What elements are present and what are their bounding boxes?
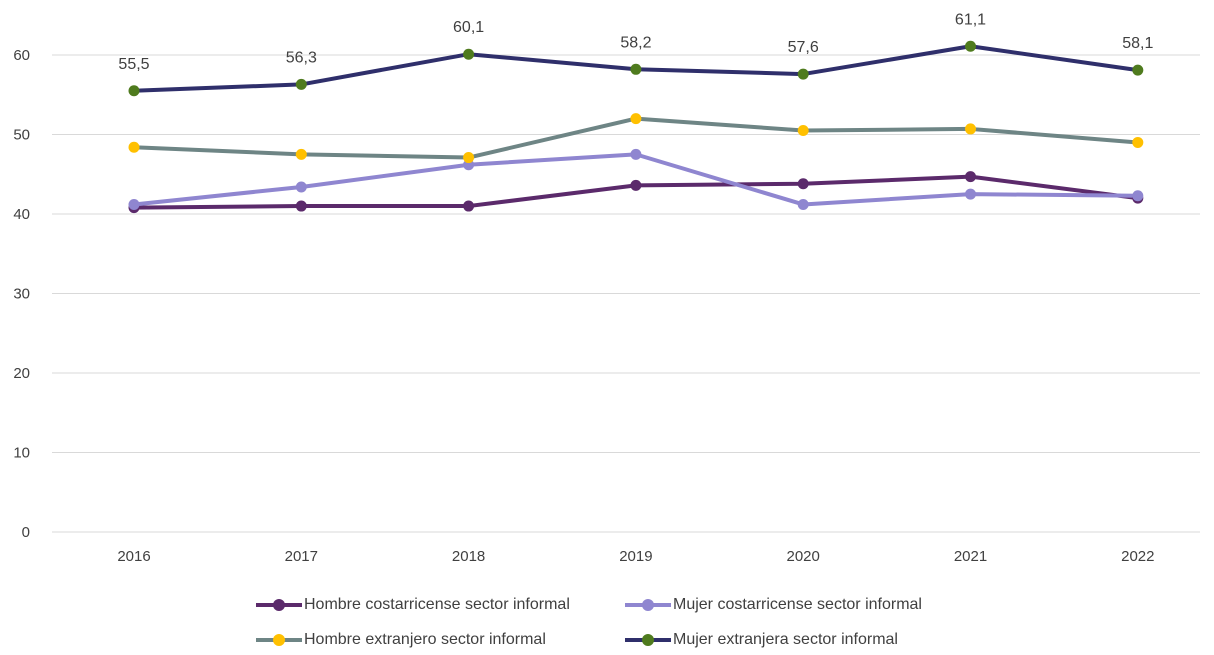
y-tick-label: 10 bbox=[13, 445, 30, 462]
data-point bbox=[630, 148, 642, 160]
y-axis-ticks: 0 10 20 30 40 50 60 bbox=[13, 47, 30, 541]
data-label: 55,5 bbox=[118, 56, 149, 73]
y-tick-label: 50 bbox=[13, 127, 30, 144]
data-point bbox=[463, 48, 475, 60]
data-label: 61,1 bbox=[955, 11, 986, 28]
y-tick-label: 30 bbox=[13, 286, 30, 303]
data-label: 60,1 bbox=[453, 19, 484, 36]
legend-label: Mujer costarricense sector informal bbox=[673, 596, 922, 613]
y-tick-label: 40 bbox=[13, 206, 30, 223]
data-point bbox=[965, 188, 976, 200]
data-point bbox=[630, 113, 642, 125]
data-point bbox=[295, 78, 307, 90]
gridlines bbox=[52, 54, 1200, 533]
x-tick-label: 2019 bbox=[619, 548, 652, 565]
series-markers bbox=[128, 40, 1144, 214]
x-tick-label: 2022 bbox=[1121, 548, 1154, 565]
data-point bbox=[797, 68, 809, 80]
x-tick-label: 2021 bbox=[954, 548, 987, 565]
data-point bbox=[295, 200, 307, 212]
data-label: 58,1 bbox=[1122, 35, 1153, 52]
y-tick-label: 20 bbox=[13, 365, 30, 382]
data-label: 56,3 bbox=[286, 49, 317, 66]
data-point bbox=[965, 123, 976, 135]
legend-label: Hombre extranjero sector informal bbox=[304, 631, 546, 648]
y-tick-label: 60 bbox=[13, 47, 30, 64]
legend-item-hombre-extranjero[interactable]: Hombre extranjero sector informal bbox=[256, 625, 546, 655]
legend-swatch bbox=[256, 599, 302, 611]
legend-item-hombre-costarricense[interactable]: Hombre costarricense sector informal bbox=[256, 590, 570, 620]
x-tick-label: 2016 bbox=[117, 548, 150, 565]
x-tick-label: 2018 bbox=[452, 548, 485, 565]
data-point bbox=[797, 178, 809, 190]
legend-item-mujer-costarricense[interactable]: Mujer costarricense sector informal bbox=[625, 590, 922, 620]
data-label: 58,2 bbox=[620, 34, 651, 51]
data-point bbox=[797, 125, 809, 137]
data-point bbox=[1132, 190, 1144, 202]
data-point bbox=[1132, 136, 1144, 148]
legend-item-mujer-extranjera[interactable]: Mujer extranjera sector informal bbox=[625, 625, 898, 655]
x-tick-label: 2017 bbox=[285, 548, 318, 565]
data-label: 57,6 bbox=[788, 39, 819, 56]
x-tick-label: 2020 bbox=[787, 548, 820, 565]
legend-swatch bbox=[625, 599, 671, 611]
data-point bbox=[965, 40, 976, 52]
y-tick-label: 0 bbox=[22, 524, 30, 541]
legend-swatch bbox=[256, 634, 302, 646]
data-point bbox=[965, 171, 976, 183]
legend: Hombre costarricense sector informal Muj… bbox=[0, 590, 1214, 648]
data-point bbox=[630, 179, 642, 191]
data-point bbox=[1132, 64, 1144, 76]
data-point bbox=[463, 200, 475, 212]
data-point bbox=[128, 85, 140, 97]
data-point bbox=[128, 198, 140, 210]
data-point bbox=[463, 152, 475, 164]
data-point bbox=[295, 181, 307, 193]
data-labels: 55,5 56,3 60,1 58,2 57,6 61,1 58,1 bbox=[118, 11, 1153, 73]
legend-label: Hombre costarricense sector informal bbox=[304, 596, 570, 613]
legend-label: Mujer extranjera sector informal bbox=[673, 631, 898, 648]
data-point bbox=[128, 141, 140, 153]
data-point bbox=[797, 198, 809, 210]
x-axis-ticks: 2016 2017 2018 2019 2020 2021 2022 bbox=[117, 548, 1154, 565]
legend-swatch bbox=[625, 634, 671, 646]
data-point bbox=[630, 63, 642, 75]
data-point bbox=[295, 148, 307, 160]
